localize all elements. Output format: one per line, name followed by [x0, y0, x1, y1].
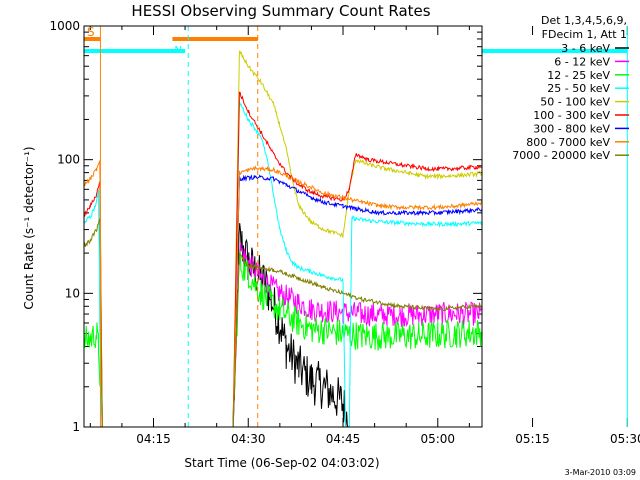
legend-label-300-800-kev: 300 - 800 keV [533, 122, 610, 135]
plot-frame [83, 25, 483, 428]
y-tick-label: 1000 [49, 19, 80, 33]
legend: Det 1,3,4,5,6,9, FDecim 1, Att 1 3 - 6 k… [512, 14, 629, 162]
y-axis-label: Count Rate (s⁻¹ detector⁻¹) [22, 146, 36, 309]
series-7000-20000-kev [84, 218, 482, 427]
series-line [84, 250, 482, 427]
series-line [84, 160, 482, 427]
series-300-800-kev [232, 174, 482, 427]
chart-title: HESSI Observing Summary Count Rates [131, 2, 430, 20]
x-tick-label: 04:30 [231, 432, 266, 446]
y-tick-label: 10 [65, 286, 80, 300]
series-line [90, 223, 482, 427]
legend-label-50-100-kev: 50 - 100 keV [540, 96, 610, 109]
series-layer [84, 49, 482, 427]
legend-header-line-2: FDecim 1, Att 1 [542, 28, 627, 41]
y-tick-label: 1 [72, 420, 80, 434]
series-25-50-kev [84, 100, 482, 427]
legend-label-12-25-kev: 12 - 25 keV [547, 69, 610, 82]
series-100-300-kev [84, 91, 482, 427]
x-axis-label: Start Time (06-Sep-02 04:03:02) [184, 456, 379, 470]
legend-header-line-1: Det 1,3,4,5,6,9, [541, 14, 627, 27]
saa-flag-label: S [87, 25, 95, 39]
tick-labels: 04:15 04:30 04:45 05:00 05:15 05:30 1 10 100 1000 [49, 19, 640, 446]
y-tick-label: 100 [57, 153, 80, 167]
x-tick-label: 05:15 [515, 432, 550, 446]
series-line [84, 218, 482, 427]
x-tick-label: 05:30 [610, 432, 640, 446]
x-tick-label: 05:00 [420, 432, 455, 446]
series-line [84, 100, 482, 427]
legend-label-100-300-kev: 100 - 300 keV [533, 109, 610, 122]
legend-label-3-6-kev: 3 - 6 keV [561, 42, 610, 55]
legend-label-7000-20000-kev: 7000 - 20000 keV [512, 149, 610, 162]
legend-label-800-7000-kev: 800 - 7000 keV [526, 136, 610, 149]
x-tick-label: 04:45 [326, 432, 361, 446]
series-line [232, 174, 482, 427]
axis-ticks [84, 25, 628, 428]
series-800-7000-kev [84, 160, 482, 427]
series-line [232, 49, 482, 427]
footer-date: 3-Mar-2010 03:09 [565, 468, 636, 477]
night-flag-label: N [174, 45, 181, 56]
series-50-100-kev [232, 49, 482, 427]
series-line [84, 91, 482, 427]
x-tick-label: 04:15 [136, 432, 171, 446]
series-line [232, 242, 482, 427]
legend-label-6-12-kev: 6 - 12 keV [554, 55, 610, 68]
series-12-25-kev [84, 250, 482, 427]
series-3-6-kev [90, 223, 482, 427]
legend-label-25-50-kev: 25 - 50 keV [547, 82, 610, 95]
vertical-markers [99, 26, 628, 427]
series-6-12-kev [232, 242, 482, 427]
